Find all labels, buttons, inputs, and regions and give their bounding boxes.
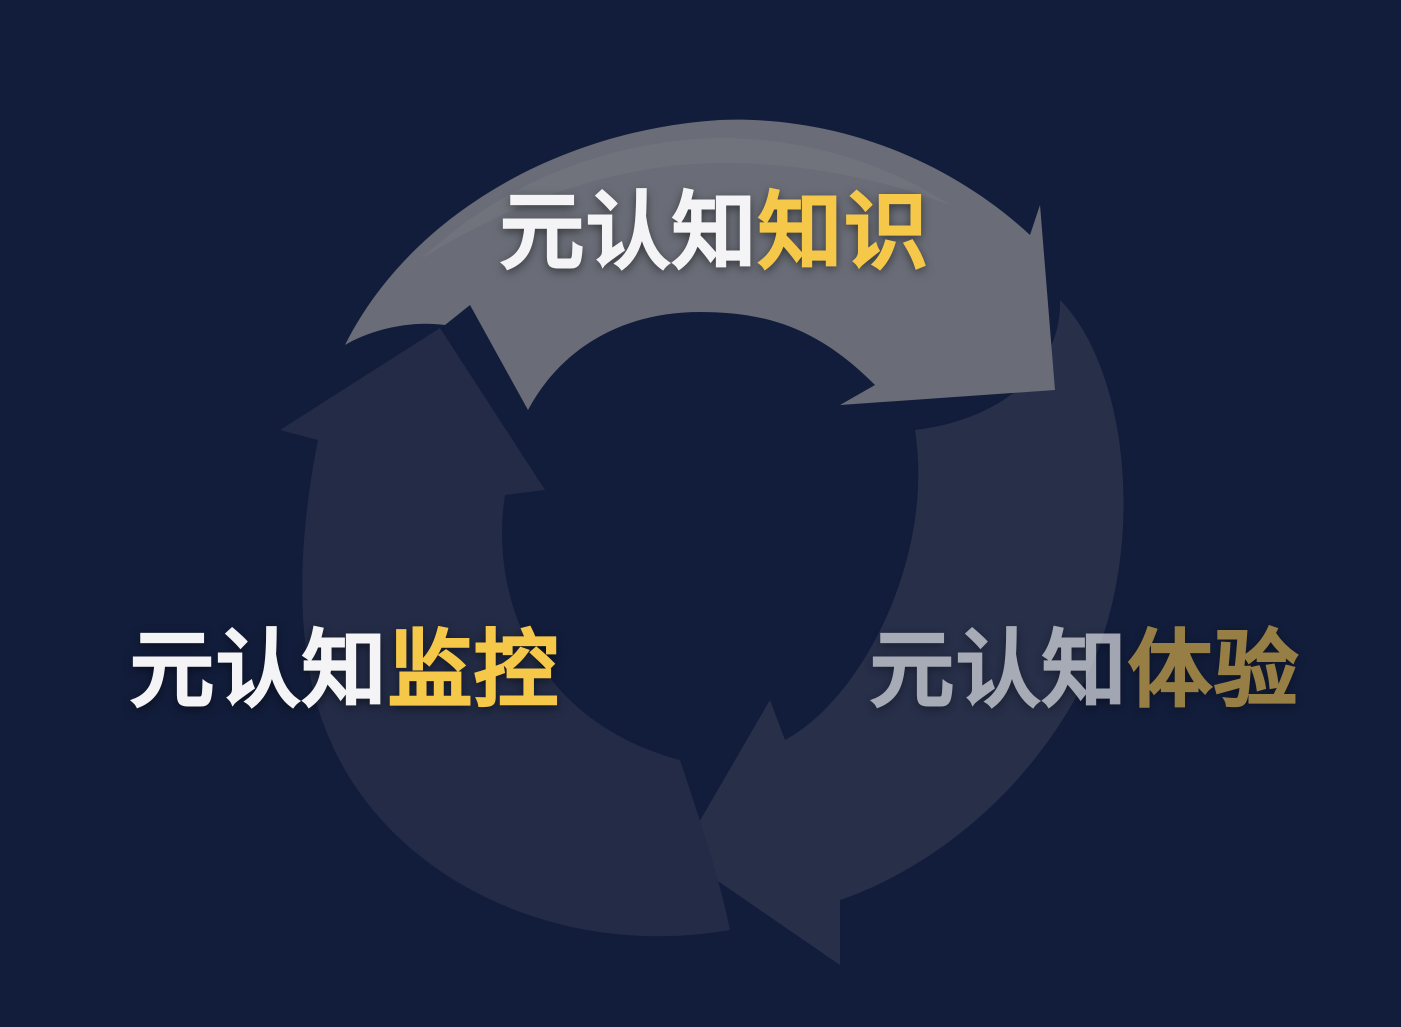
metacognitive-experience-label: 元认知体验 [869, 627, 1300, 713]
label-suffix: 监控 [387, 621, 561, 719]
label-suffix: 知识 [757, 183, 931, 281]
label-prefix: 元认知 [499, 183, 759, 281]
label-prefix: 元认知 [869, 621, 1129, 719]
arrow-highlight [420, 138, 950, 260]
arrow-experience-to-monitoring [680, 300, 1124, 965]
label-suffix: 体验 [1127, 621, 1301, 719]
arrow-monitoring-to-knowledge [280, 328, 730, 937]
metacognitive-monitoring-label: 元认知监控 [129, 627, 560, 713]
arrow-knowledge-to-experience [345, 119, 1055, 411]
metacognitive-knowledge-label: 元认知知识 [499, 189, 930, 275]
label-prefix: 元认知 [129, 621, 389, 719]
